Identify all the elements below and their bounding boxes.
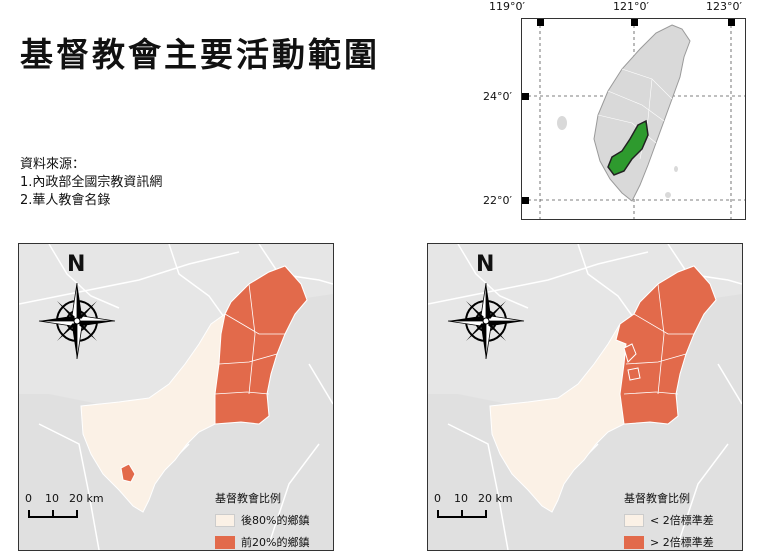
highlighted-districts [615,265,717,425]
inset-tick [537,19,544,26]
data-sources: 資料來源： 1.內政部全國宗教資訊網 2.華人教會名錄 [20,156,162,210]
district-lines [623,283,694,395]
inset-locator-map [521,18,746,220]
map-svg [19,244,333,550]
compass-group [38,282,116,360]
legend-item: < 2倍標準差 [624,512,742,528]
legend-swatch-highlight [624,535,644,549]
source-item-2: 2.華人教會名錄 [20,193,111,208]
inset-graticule [522,19,745,219]
legend-item-label: < 2倍標準差 [650,514,714,527]
inset-tick [522,93,529,100]
legend-item-label: 後80%的鄉鎮 [241,514,310,527]
inset-lon-label-119: 119°0′ [489,0,525,13]
page-title: 基督教會主要活動範圍 [20,35,380,74]
inset-map-svg [522,19,745,219]
legend-item: 後80%的鄉鎮 [215,512,333,528]
inset-lat-label-22: 22°0′ [483,194,512,207]
map-svg [428,244,742,550]
compass-group [447,282,525,360]
scale-bar: 0 10 20 km [434,492,513,526]
legend-item-label: > 2倍標準差 [650,536,714,549]
sources-heading: 資料來源： [20,157,86,172]
map-panel-top-20-percent: N 0 10 20 km 基督教會比例 後80%的鄉鎮 前20%的鄉鎮 [18,243,334,551]
scale-label-10: 10 [454,492,468,505]
map-panel-two-std-dev: N 0 10 20 km 基督教會比例 < 2倍標準差 > 2倍標準差 [427,243,743,551]
scale-label-20: 20 km [69,492,104,505]
inset-taiwan-island [593,24,691,202]
scale-tick [28,510,30,518]
north-arrow-compass-icon: N [476,252,495,277]
scale-label-0: 0 [25,492,32,505]
inset-highlight-region [607,119,649,176]
scale-label-0: 0 [434,492,441,505]
inset-tick [728,19,735,26]
map-legend: 基督教會比例 後80%的鄉鎮 前20%的鄉鎮 [215,490,333,550]
map-legend: 基督教會比例 < 2倍標準差 > 2倍標準差 [624,490,742,550]
legend-swatch-base [624,513,644,527]
inset-lon-label-123: 123°0′ [706,0,742,13]
legend-swatch-highlight [215,535,235,549]
scale-tick [437,510,439,518]
inset-small-island [674,166,678,172]
inset-small-island [665,192,671,198]
source-item-1: 1.內政部全國宗教資訊網 [20,175,163,190]
inset-tick [631,19,638,26]
legend-title: 基督教會比例 [215,492,281,505]
inset-penghu-island [557,116,567,130]
inset-tick [522,197,529,204]
district-lines [214,283,285,395]
legend-item: > 2倍標準差 [624,534,742,550]
legend-item-label: 前20%的鄉鎮 [241,536,310,549]
legend-item: 前20%的鄉鎮 [215,534,333,550]
legend-title: 基督教會比例 [624,492,690,505]
inset-lat-label-24: 24°0′ [483,90,512,103]
scale-tick [485,510,487,518]
scale-label-20: 20 km [478,492,513,505]
legend-swatch-base [215,513,235,527]
scale-tick [76,510,78,518]
scale-tick [461,510,463,518]
scale-tick [52,510,54,518]
inset-lon-label-121: 121°0′ [613,0,649,13]
highlighted-districts [120,265,308,483]
north-arrow-compass-icon: N [67,252,86,277]
scale-bar: 0 10 20 km [25,492,104,526]
scale-label-10: 10 [45,492,59,505]
